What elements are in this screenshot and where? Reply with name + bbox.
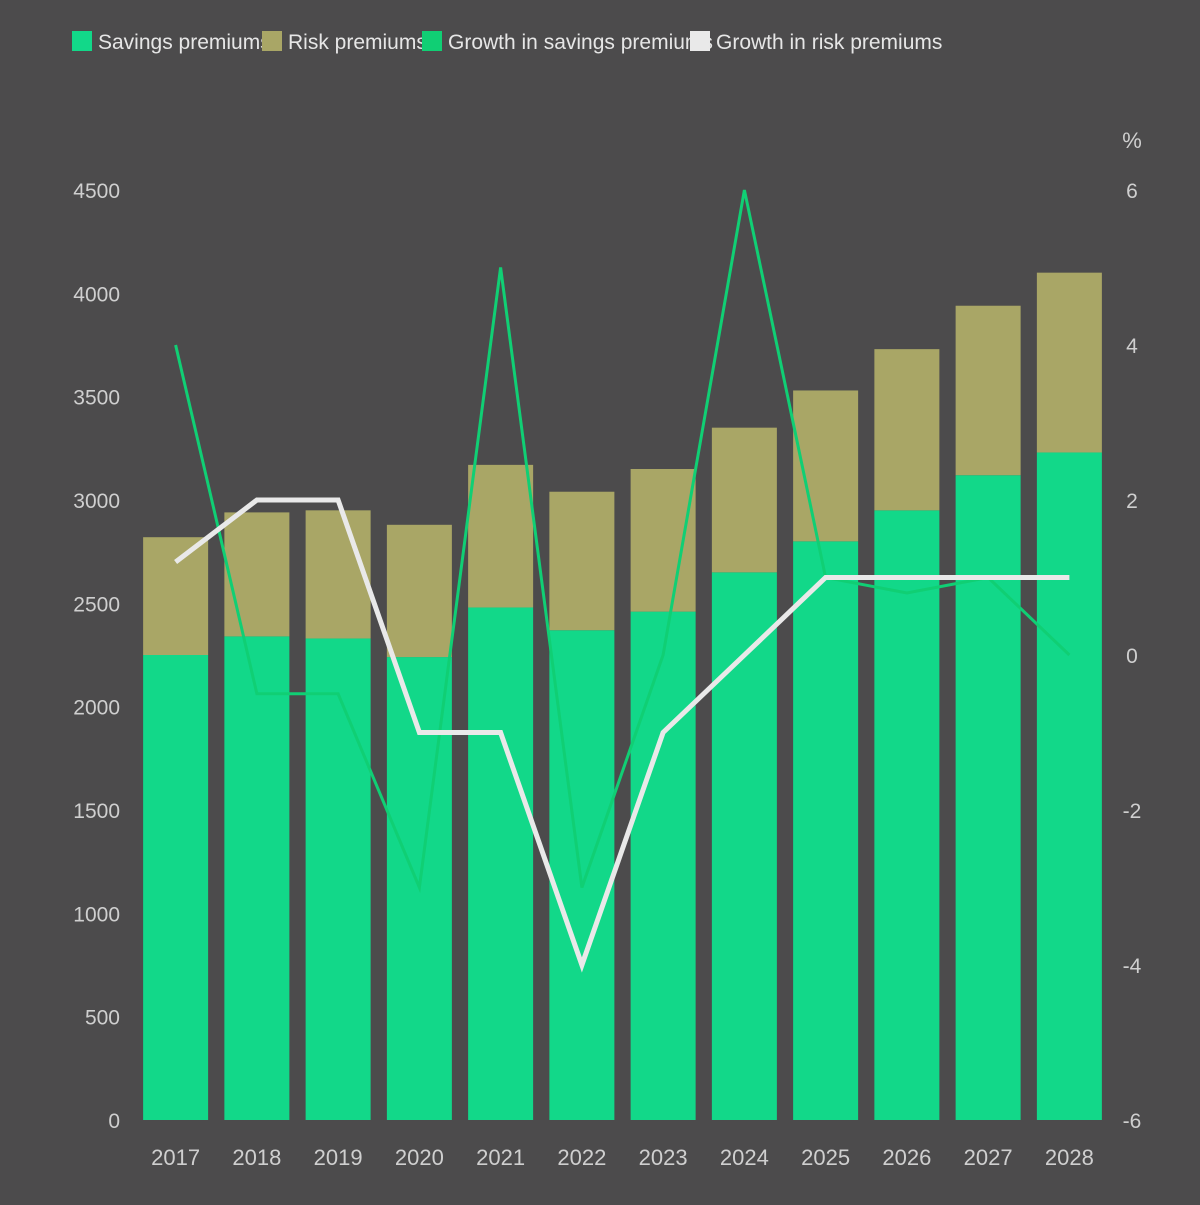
bar-risk-2019 xyxy=(306,510,371,638)
y2-tick-label: -2 xyxy=(1123,800,1142,823)
bars xyxy=(143,273,1102,1120)
bar-risk-2023 xyxy=(631,469,696,612)
legend-label-risk: Risk premiums xyxy=(288,31,427,54)
y2-tick-label: 0 xyxy=(1126,645,1138,668)
legend-swatch-growth_savings xyxy=(422,31,442,51)
bar-savings-2028 xyxy=(1037,452,1102,1120)
x-tick-label: 2021 xyxy=(476,1145,525,1170)
y-tick-label: 3000 xyxy=(73,490,120,513)
legend-swatch-savings xyxy=(72,31,92,51)
x-tick-label: 2017 xyxy=(151,1145,200,1170)
y-axis-left: 0 500 1000 1500 2000 2500 3000 3500 4000 4500 xyxy=(73,180,120,1133)
x-tick-label: 2024 xyxy=(720,1145,769,1170)
bar-risk-2017 xyxy=(143,537,208,655)
bar-risk-2021 xyxy=(468,465,533,608)
y-tick-label: 0 xyxy=(108,1110,120,1133)
bar-savings-2021 xyxy=(468,607,533,1120)
bar-savings-2017 xyxy=(143,655,208,1120)
x-tick-label: 2028 xyxy=(1045,1145,1094,1170)
y2-tick-label: 2 xyxy=(1126,490,1138,513)
y2-tick-label: 4 xyxy=(1126,335,1138,358)
bar-savings-2026 xyxy=(874,510,939,1120)
bar-risk-2027 xyxy=(956,306,1021,475)
x-tick-label: 2026 xyxy=(882,1145,931,1170)
y-axis-right: % -6 -4 -2 0 2 4 6 xyxy=(1122,128,1142,1133)
bar-savings-2027 xyxy=(956,475,1021,1120)
legend-label-growth_savings: Growth in savings premiums xyxy=(448,31,713,54)
x-tick-label: 2018 xyxy=(232,1145,281,1170)
bar-savings-2019 xyxy=(306,638,371,1120)
bar-risk-2028 xyxy=(1037,273,1102,453)
y2-tick-label: -4 xyxy=(1123,955,1142,978)
bar-risk-2018 xyxy=(224,512,289,636)
legend-swatch-growth_risk xyxy=(690,31,710,51)
bar-risk-2020 xyxy=(387,525,452,657)
x-tick-label: 2023 xyxy=(639,1145,688,1170)
bar-risk-2024 xyxy=(712,428,777,573)
y-tick-label: 3500 xyxy=(73,387,120,410)
y2-tick-label: 6 xyxy=(1126,180,1138,203)
y-tick-label: 1500 xyxy=(73,800,120,823)
x-tick-label: 2025 xyxy=(801,1145,850,1170)
x-tick-label: 2019 xyxy=(314,1145,363,1170)
y-tick-label: 500 xyxy=(85,1007,120,1030)
x-tick-label: 2027 xyxy=(964,1145,1013,1170)
y2-tick-label: -6 xyxy=(1123,1110,1142,1133)
legend-label-growth_risk: Growth in risk premiums xyxy=(716,31,942,54)
bar-risk-2022 xyxy=(549,492,614,630)
bar-risk-2026 xyxy=(874,349,939,510)
legend-label-savings: Savings premiums xyxy=(98,31,271,54)
x-axis: 2017 2018 2019 2020 2021 2022 2023 2024 2025 2026… xyxy=(151,1145,1094,1170)
y-tick-label: 2000 xyxy=(73,697,120,720)
bar-savings-2018 xyxy=(224,636,289,1120)
bar-savings-2025 xyxy=(793,541,858,1120)
bar-savings-2023 xyxy=(631,612,696,1120)
y-tick-label: 2500 xyxy=(73,593,120,616)
y-tick-label: 4500 xyxy=(73,180,120,203)
legend: Savings premiums Risk premiums Growth in s… xyxy=(72,31,942,54)
y-tick-label: 4000 xyxy=(73,283,120,306)
y-tick-label: 1000 xyxy=(73,903,120,926)
legend-swatch-risk xyxy=(262,31,282,51)
x-tick-label: 2022 xyxy=(557,1145,606,1170)
x-tick-label: 2020 xyxy=(395,1145,444,1170)
y2-axis-label: % xyxy=(1122,128,1142,153)
